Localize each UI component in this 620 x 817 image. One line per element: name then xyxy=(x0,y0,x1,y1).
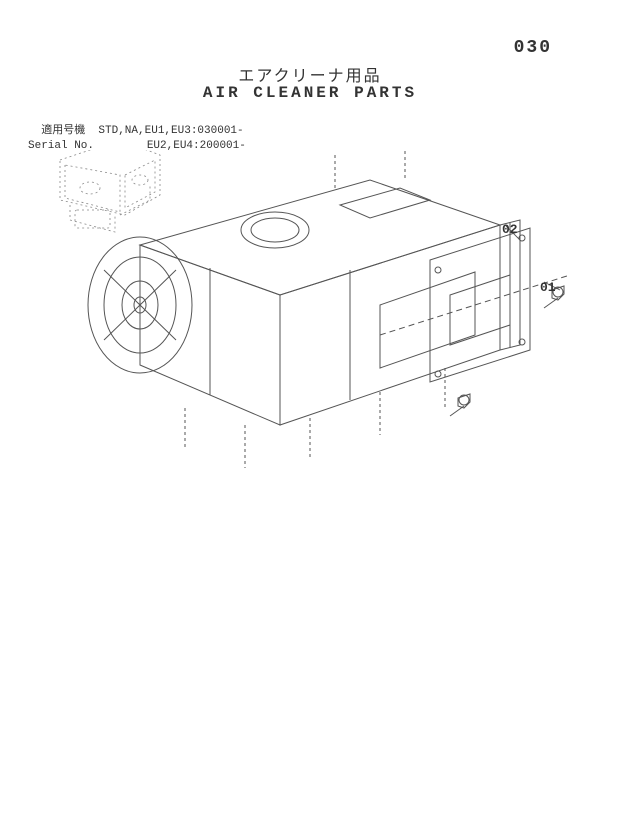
title-japanese: エアクリーナ用品 xyxy=(0,62,620,86)
serial-label-jp: 適用号機 xyxy=(41,125,85,137)
serial-line1: STD,NA,EU1,EU3:030001- xyxy=(98,125,243,137)
exploded-diagram xyxy=(30,150,590,500)
callout-02: 02 xyxy=(502,222,518,237)
title-english: AIR CLEANER PARTS xyxy=(0,84,620,102)
serial-number-block: 適用号機 STD,NA,EU1,EU3:030001-Serial No. EU… xyxy=(28,110,246,153)
page-number: 030 xyxy=(514,38,552,58)
callout-01: 01 xyxy=(540,280,556,295)
